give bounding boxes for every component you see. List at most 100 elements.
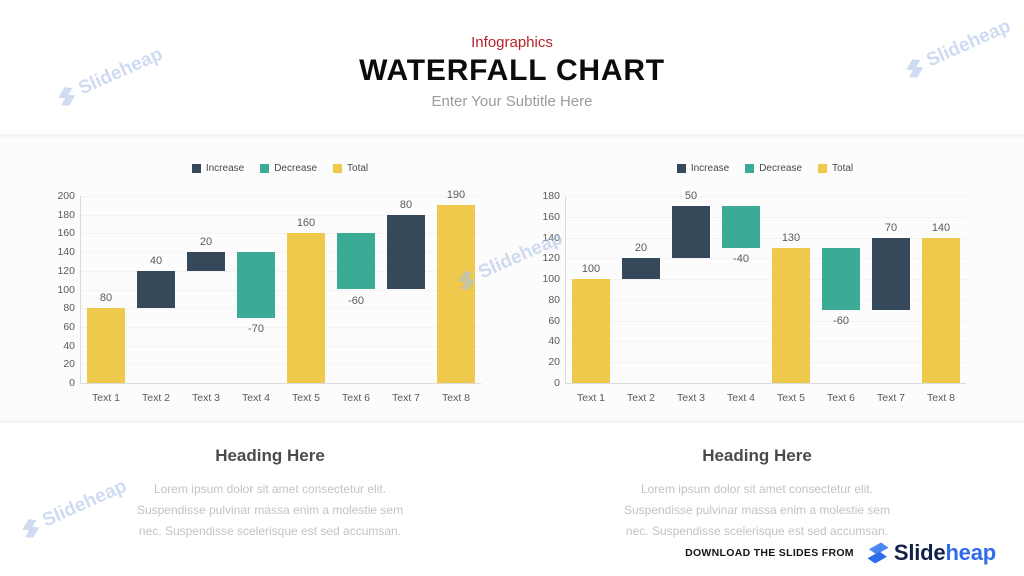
gridline bbox=[81, 270, 481, 272]
y-tick-label: 140 bbox=[542, 231, 560, 244]
bar-value-label: -70 bbox=[248, 322, 264, 335]
bar-value-label: 50 bbox=[684, 190, 698, 203]
x-axis-label: Text 3 bbox=[676, 392, 705, 404]
y-tick-label: 160 bbox=[542, 210, 560, 223]
y-tick-label: 20 bbox=[63, 358, 75, 371]
waterfall-bar-increase bbox=[137, 270, 175, 309]
y-tick-label: 180 bbox=[57, 208, 75, 221]
section-body: Lorem ipsum dolor sit amet consectetur e… bbox=[623, 482, 891, 538]
y-tick-label: 20 bbox=[548, 356, 560, 369]
x-axis-label: Text 5 bbox=[291, 392, 320, 404]
y-tick-label: 40 bbox=[63, 339, 75, 352]
y-tick-label: 80 bbox=[63, 302, 75, 315]
footer: DOWNLOAD THE SLIDES FROM Slideheap bbox=[685, 540, 996, 566]
subtitle: Enter Your Subtitle Here bbox=[431, 93, 593, 110]
gridline bbox=[566, 362, 966, 364]
waterfall-chart-left: Increase Decrease Total 0 20 40 60 80 100 120 140… bbox=[55, 160, 500, 420]
x-axis-label: Text 7 bbox=[391, 392, 420, 404]
waterfall-bar-increase bbox=[872, 237, 910, 311]
download-cta-label: DOWNLOAD THE SLIDES FROM bbox=[685, 547, 854, 559]
y-tick-label: 120 bbox=[542, 252, 560, 265]
waterfall-bar-total bbox=[437, 205, 475, 383]
gridline bbox=[81, 345, 481, 347]
legend-swatch-total bbox=[818, 164, 828, 173]
text-section-right: Heading Here Lorem ipsum dolor sit amet … bbox=[582, 446, 932, 542]
waterfall-bar-total bbox=[87, 308, 125, 383]
y-tick-label: 60 bbox=[63, 320, 75, 333]
gridline bbox=[566, 320, 966, 322]
page-title: WATERFALL CHART bbox=[359, 54, 665, 87]
legend-label: Decrease bbox=[274, 163, 318, 174]
y-tick-label: 160 bbox=[57, 227, 75, 240]
legend-item-increase: Increase bbox=[191, 163, 244, 174]
y-tick-label: 100 bbox=[542, 273, 560, 286]
waterfall-chart-right: Increase Decrease Total 0 20 40 60 80 100 120 140… bbox=[540, 160, 985, 420]
legend-swatch-total bbox=[333, 164, 343, 173]
section-heading: Heading Here bbox=[215, 446, 325, 465]
waterfall-bar-total bbox=[772, 247, 810, 383]
gridline bbox=[566, 237, 966, 239]
slideheap-logo-icon bbox=[867, 542, 889, 564]
y-tick-label: 60 bbox=[548, 314, 560, 327]
legend-swatch-increase bbox=[191, 164, 201, 173]
bar-value-label: 140 bbox=[931, 221, 951, 234]
legend-swatch-decrease bbox=[260, 164, 270, 173]
gridline bbox=[81, 364, 481, 366]
bar-value-label: -40 bbox=[733, 252, 749, 265]
x-axis-label: Text 6 bbox=[341, 392, 370, 404]
eyebrow-label: Infographics bbox=[471, 34, 553, 51]
slideheap-logo: Slideheap bbox=[866, 540, 996, 566]
bar-value-label: 80 bbox=[99, 292, 113, 305]
waterfall-bar-increase bbox=[622, 258, 660, 280]
gridline bbox=[81, 326, 481, 328]
waterfall-bar-total bbox=[572, 279, 610, 383]
bar-value-label: 190 bbox=[446, 189, 466, 202]
waterfall-bar-decrease bbox=[822, 247, 860, 311]
y-tick-label: 180 bbox=[542, 190, 560, 202]
header: Infographics WATERFALL CHART Enter Your … bbox=[0, 0, 1024, 110]
legend: Increase Decrease Total bbox=[80, 163, 480, 174]
y-tick-label: 40 bbox=[548, 335, 560, 348]
x-axis-label: Text 2 bbox=[141, 392, 170, 404]
x-axis-label: Text 6 bbox=[826, 392, 855, 404]
bar-value-label: 70 bbox=[884, 221, 898, 234]
brand-slide: Slide bbox=[893, 540, 946, 565]
y-tick-label: 200 bbox=[57, 190, 75, 202]
waterfall-bar-total bbox=[922, 237, 960, 383]
waterfall-bar-increase bbox=[672, 206, 710, 259]
waterfall-bar-decrease bbox=[237, 252, 275, 318]
legend-item-total: Total bbox=[818, 163, 853, 174]
y-tick-label: 120 bbox=[57, 264, 75, 277]
bar-value-label: 20 bbox=[634, 242, 648, 255]
x-axis-label: Text 2 bbox=[626, 392, 655, 404]
section-heading: Heading Here bbox=[702, 446, 812, 465]
legend: Increase Decrease Total bbox=[565, 163, 965, 174]
x-axis-label: Text 4 bbox=[241, 392, 270, 404]
bar-value-label: -60 bbox=[348, 294, 364, 307]
legend-label: Increase bbox=[690, 163, 730, 174]
legend-label: Total bbox=[347, 163, 369, 174]
x-axis-label: Text 1 bbox=[576, 392, 605, 404]
x-axis-label: Text 8 bbox=[926, 392, 955, 404]
waterfall-bar-total bbox=[287, 233, 325, 383]
x-axis-label: Text 1 bbox=[91, 392, 120, 404]
x-axis-label: Text 7 bbox=[876, 392, 905, 404]
plot-area: 80 40 20 -70 160 -60 80 190 Text 1 Text 2 Text 3 Te… bbox=[80, 189, 481, 404]
y-tick-label: 100 bbox=[57, 283, 75, 296]
gridline bbox=[566, 279, 966, 281]
x-axis-label: Text 3 bbox=[191, 392, 220, 404]
plot-area: 100 20 50 -40 130 -60 70 140 Text 1 Text 2 Text 3 T… bbox=[565, 190, 966, 404]
y-tick-label: 0 bbox=[554, 377, 560, 389]
legend-item-total: Total bbox=[333, 163, 368, 174]
bar-value-label: 20 bbox=[199, 236, 213, 249]
waterfall-bar-decrease bbox=[722, 206, 760, 248]
gridline bbox=[566, 216, 966, 218]
waterfall-bar-increase bbox=[387, 214, 425, 290]
bar-value-label: 130 bbox=[781, 231, 801, 244]
gridline bbox=[566, 258, 966, 260]
x-axis-label: Text 8 bbox=[441, 392, 470, 404]
y-axis: 0 20 40 60 80 100 120 140 160 180 200 bbox=[55, 190, 75, 389]
bar-value-label: 80 bbox=[399, 198, 413, 211]
gridline bbox=[81, 252, 481, 254]
